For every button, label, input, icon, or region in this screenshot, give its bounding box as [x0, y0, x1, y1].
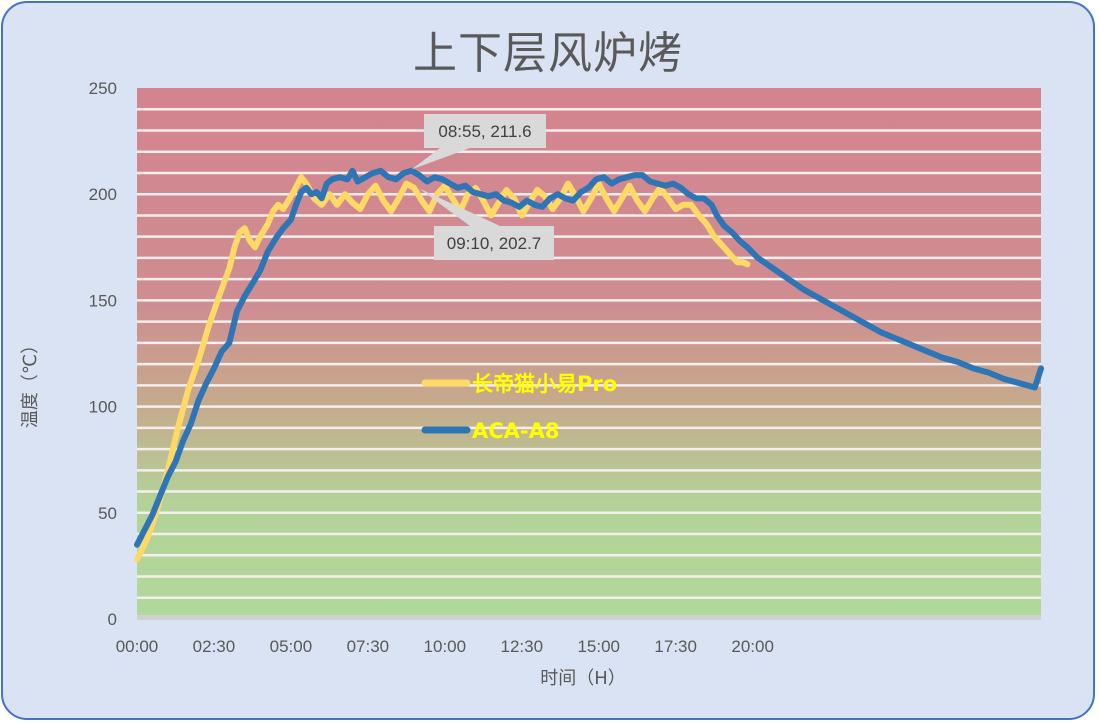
x-tick-label: 00:00 — [116, 637, 159, 656]
x-tick-label: 12:30 — [501, 637, 544, 656]
callout-label: 08:55, 211.6 — [438, 122, 531, 141]
chart-title: 上下层风炉烤 — [413, 28, 683, 79]
gridlines — [137, 107, 1041, 600]
x-tick-label: 02:30 — [193, 637, 236, 656]
x-axis-title: 时间（H） — [540, 668, 626, 689]
callout-box — [424, 114, 546, 148]
y-tick-label: 200 — [89, 185, 117, 204]
y-axis-ticks: 0 50 100 150 200 250 — [89, 79, 117, 629]
callout-pointer — [419, 188, 500, 226]
legend: 长帝猫小易Pro ACA-A8 — [421, 372, 617, 443]
data-callouts: 08:55, 211.6 09:10, 202.7 — [411, 114, 554, 260]
callout-box — [434, 226, 554, 260]
x-tick-label: 17:30 — [654, 637, 697, 656]
x-tick-label: 20:00 — [731, 637, 774, 656]
plot-area — [137, 88, 1041, 620]
y-tick-label: 250 — [89, 79, 117, 98]
series-line-0 — [134, 174, 751, 563]
callout-label: 09:10, 202.7 — [447, 234, 542, 253]
y-tick-label: 100 — [89, 398, 117, 417]
x-tick-label: 05:00 — [270, 637, 313, 656]
legend-label: ACA-A8 — [472, 419, 560, 443]
callout-pointer — [411, 148, 470, 170]
y-tick-label: 150 — [89, 291, 117, 310]
x-tick-label: 10:00 — [424, 637, 467, 656]
legend-label: 长帝猫小易Pro — [472, 372, 617, 396]
y-tick-label: 50 — [98, 504, 117, 523]
x-tick-label: 07:30 — [347, 637, 390, 656]
series-lines — [134, 167, 1044, 563]
y-axis-title: 温度（℃） — [20, 336, 41, 428]
x-axis-ticks: 00:00 02:30 05:00 07:30 10:00 12:30 15:00 17:30… — [116, 637, 774, 656]
y-tick-label: 0 — [108, 610, 117, 629]
x-tick-label: 15:00 — [577, 637, 620, 656]
series-line-1 — [134, 167, 1044, 548]
